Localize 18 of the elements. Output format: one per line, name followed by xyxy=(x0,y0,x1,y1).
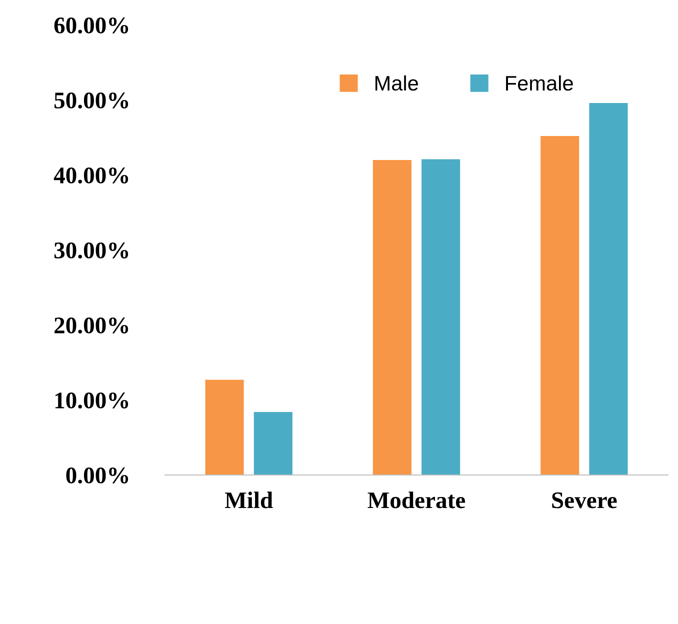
y-tick-label: 10.00% xyxy=(55,392,128,409)
bar xyxy=(540,136,580,475)
bar xyxy=(372,160,412,475)
x-tick-label: Severe xyxy=(552,492,617,508)
legend-label: Male xyxy=(375,75,418,91)
y-tick-label: 40.00% xyxy=(54,167,128,184)
y-tick-label: 50.00% xyxy=(54,92,128,109)
y-tick-label: 0.00% xyxy=(66,467,128,484)
bar xyxy=(589,103,628,475)
x-tick-label: Moderate xyxy=(368,492,466,508)
y-tick-label: 20.00% xyxy=(54,317,128,334)
bar xyxy=(205,380,244,475)
y-tick-label: 60.00% xyxy=(54,17,128,34)
x-tick-label: Mild xyxy=(224,492,273,508)
bar xyxy=(254,412,292,475)
bar xyxy=(422,159,460,475)
legend-label: Female xyxy=(506,75,573,91)
y-tick-label: 30.00% xyxy=(54,242,128,259)
